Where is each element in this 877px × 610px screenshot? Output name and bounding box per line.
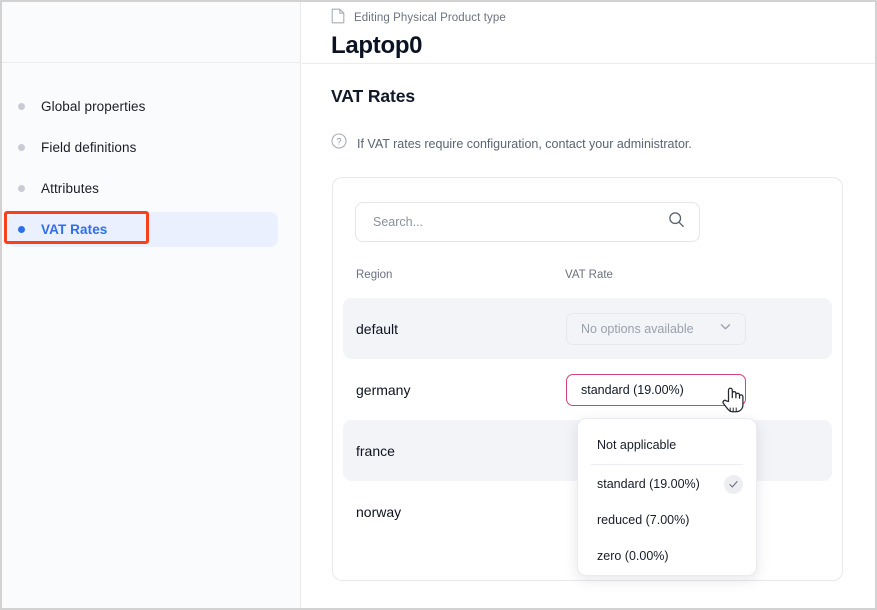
column-header-region: Region [356,269,393,281]
dropdown-option-label: reduced (7.00%) [597,513,690,527]
sidebar-item-vat-rates[interactable]: VAT Rates [8,212,278,247]
breadcrumb-label: Editing Physical Product type [354,12,506,24]
row-region-label: germany [356,381,411,398]
select-value: standard (19.00%) [581,382,684,397]
dropdown-option-zero[interactable]: zero (0.00%) [578,538,756,574]
check-icon [724,474,743,494]
bullet-icon [18,103,25,110]
sidebar-header [2,2,300,63]
dropdown-option-label: standard (19.00%) [597,477,700,491]
section-title: VAT Rates [331,86,416,106]
content-header: Editing Physical Product type Laptop0 [302,2,875,64]
dropdown-separator [591,464,743,465]
sidebar-item-label: Field definitions [41,140,137,155]
row-region-label: norway [356,503,402,520]
select-value: No options available [581,321,694,336]
hint-row: ? If VAT rates require configuration, co… [331,133,875,154]
sidebar-item-field-definitions[interactable]: Field definitions [8,130,278,165]
row-region-label: default [356,320,399,337]
dropdown-option-not-applicable[interactable]: Not applicable [578,427,756,463]
dropdown-option-reduced[interactable]: reduced (7.00%) [578,502,756,538]
svg-text:?: ? [336,137,341,147]
breadcrumb: Editing Physical Product type [331,7,875,29]
dropdown-option-label: zero (0.00%) [597,549,669,563]
bullet-icon [18,226,25,233]
table-row: germany standard (19.00%) [343,359,832,420]
sidebar-item-label: VAT Rates [41,222,108,237]
sidebar-item-label: Attributes [41,181,100,196]
bullet-icon [18,185,25,192]
page-title: Laptop0 [331,32,423,59]
row-region-label: france [356,442,395,459]
table-row: default No options available [343,298,832,359]
vat-rate-select-default[interactable]: No options available [566,312,746,345]
question-circle-icon: ? [331,133,347,154]
table-row: norway [343,481,832,542]
dropdown-option-standard[interactable]: standard (19.00%) [578,466,756,502]
document-icon [331,8,345,29]
sidebar-item-global-properties[interactable]: Global properties [8,89,278,124]
hint-text: If VAT rates require configuration, cont… [357,136,692,151]
chevron-down-icon [718,319,733,339]
bullet-icon [18,144,25,151]
vat-rates-section: VAT Rates ? If VAT rates require configu… [302,64,875,154]
vat-rate-select-germany[interactable]: standard (19.00%) [566,373,746,406]
sidebar-item-attributes[interactable]: Attributes [8,171,278,206]
column-header-vat-rate: VAT Rate [565,269,613,281]
dropdown-option-label: Not applicable [597,438,677,452]
sidebar: Global properties Field definitions Attr… [2,2,301,608]
search-icon[interactable] [668,211,685,233]
vat-rate-dropdown-menu: Not applicable standard (19.00%) reduced… [577,418,757,576]
vat-rates-card: Region VAT Rate default No options avail… [332,177,843,581]
search-box[interactable] [355,202,700,242]
sidebar-nav: Global properties Field definitions Attr… [2,63,300,247]
search-input[interactable] [373,215,668,229]
sidebar-item-label: Global properties [41,99,146,114]
